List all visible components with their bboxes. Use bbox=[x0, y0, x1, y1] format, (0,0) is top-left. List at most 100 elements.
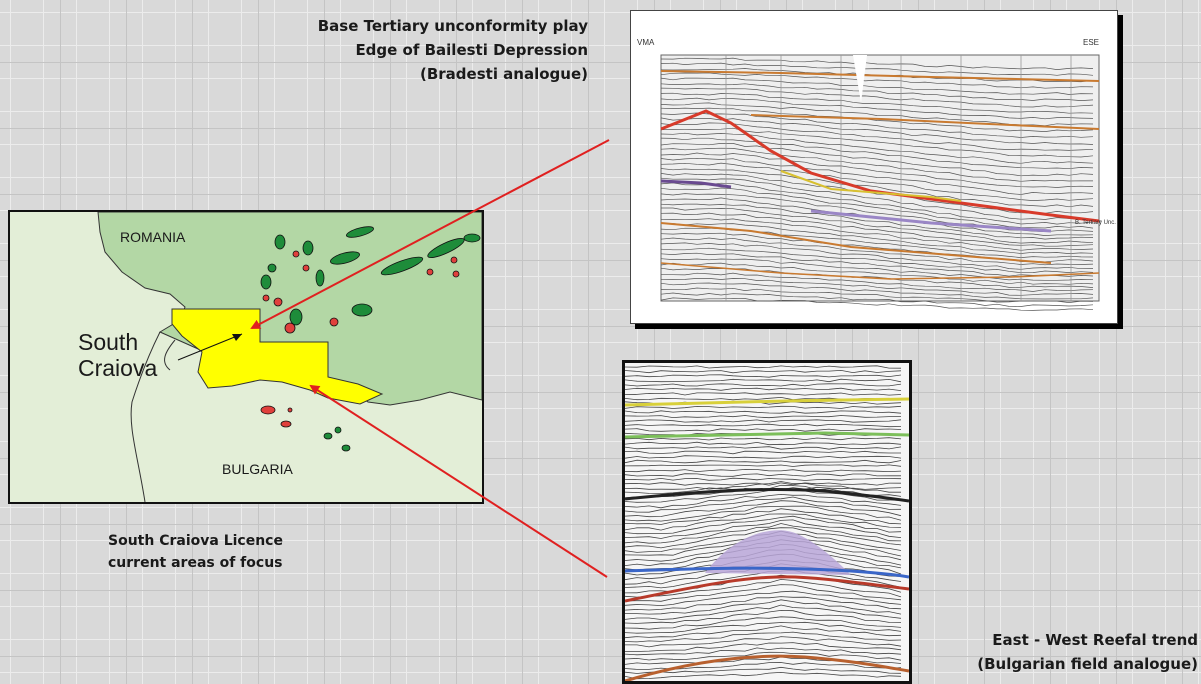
reflector-line bbox=[625, 508, 902, 525]
reflector-line bbox=[625, 378, 902, 383]
reflector-line bbox=[625, 596, 902, 611]
caption-base-tertiary: Base Tertiary unconformity play Edge of … bbox=[240, 14, 588, 86]
reflector-line bbox=[625, 505, 902, 522]
horizon-red bbox=[660, 109, 1100, 223]
seismic-label-right: ESE bbox=[1083, 38, 1099, 47]
gas-field bbox=[463, 233, 481, 243]
horizon-brown bbox=[625, 654, 909, 681]
seismic-section-base-tertiary: VMA ESE B. Tertiary Unc. bbox=[630, 10, 1118, 324]
caption-reefal-trend: East - West Reefal trend (Bulgarian fiel… bbox=[930, 628, 1198, 676]
gas-field bbox=[351, 303, 373, 317]
gas-field bbox=[274, 234, 286, 250]
reflector-line bbox=[625, 410, 902, 414]
oil-field bbox=[284, 322, 296, 334]
label-romania: ROMANIA bbox=[120, 229, 186, 245]
caption-line: South Craiova Licence bbox=[108, 533, 283, 549]
horizon-label: B. Tertiary Unc. bbox=[1075, 220, 1116, 226]
location-map: ROMANIA BULGARIA South Craiova bbox=[8, 210, 484, 504]
map-drawing: ROMANIA BULGARIA South Craiova bbox=[78, 212, 482, 502]
horizon-orange-4 bbox=[660, 262, 1100, 280]
reflector-line bbox=[625, 584, 902, 602]
reflector-line bbox=[625, 415, 901, 419]
reflector-line bbox=[625, 493, 902, 509]
caption-line: Edge of Bailesti Depression bbox=[355, 41, 588, 59]
caption-line: (Bradesti analogue) bbox=[420, 65, 588, 83]
reflector-line bbox=[660, 297, 1094, 311]
reflector-line bbox=[625, 419, 902, 423]
caption-line: East - West Reefal trend bbox=[992, 631, 1198, 649]
gas-field bbox=[334, 426, 342, 434]
gas-field bbox=[302, 240, 314, 256]
reflector-line bbox=[625, 642, 902, 652]
label-south-craiova-1: South bbox=[78, 329, 138, 355]
gas-field bbox=[289, 308, 303, 326]
reflector-line bbox=[625, 459, 902, 464]
seismic-label-left: VMA bbox=[637, 38, 655, 47]
reflector-line bbox=[625, 446, 902, 450]
horizon-purple bbox=[660, 179, 732, 189]
caption-line: (Bulgarian field analogue) bbox=[977, 655, 1198, 673]
label-bulgaria: BULGARIA bbox=[222, 461, 293, 477]
oil-field bbox=[426, 268, 434, 276]
horizon-black bbox=[625, 487, 909, 503]
horizon-blue bbox=[625, 566, 909, 579]
caption-line: current areas of focus bbox=[108, 555, 283, 571]
oil-field bbox=[287, 407, 293, 413]
seismic-bottom-drawing bbox=[625, 365, 909, 681]
gas-field bbox=[267, 263, 277, 273]
reflector-line bbox=[625, 625, 902, 639]
oil-field bbox=[292, 250, 300, 258]
border-line bbox=[164, 339, 176, 371]
horizon-yellow bbox=[625, 397, 909, 407]
reflector-line bbox=[625, 450, 901, 455]
oil-field bbox=[452, 270, 460, 278]
horizon-green bbox=[625, 431, 909, 439]
reflector-line bbox=[625, 392, 902, 396]
reef-mound bbox=[705, 530, 851, 575]
licence-pointer bbox=[177, 333, 243, 361]
caption-line: Base Tertiary unconformity play bbox=[317, 17, 588, 35]
reflector-line bbox=[625, 365, 902, 369]
reflector-line bbox=[625, 423, 902, 428]
seismic-section-reefal bbox=[622, 360, 912, 684]
reflector-line bbox=[660, 292, 1094, 307]
reflector-line bbox=[625, 527, 902, 549]
reflector-line bbox=[625, 500, 902, 518]
gas-field bbox=[260, 274, 272, 290]
horizon-yellow bbox=[780, 170, 962, 202]
reflector-line bbox=[625, 473, 901, 477]
caption-licence: South Craiova Licence current areas of f… bbox=[108, 530, 283, 574]
oil-field bbox=[302, 264, 310, 272]
reflector-line bbox=[625, 621, 902, 634]
reflector-line bbox=[625, 374, 902, 378]
reflector-line bbox=[625, 609, 902, 624]
pointer-arrowhead bbox=[232, 334, 242, 341]
reflector-line bbox=[625, 666, 902, 674]
reflector-line bbox=[625, 488, 902, 503]
gas-field bbox=[315, 269, 325, 287]
reflector-line bbox=[625, 441, 902, 446]
reflector-line bbox=[625, 477, 902, 481]
reflector-line bbox=[625, 604, 902, 620]
oil-field bbox=[262, 294, 270, 302]
reflector-line bbox=[625, 515, 902, 535]
reflector-line bbox=[625, 590, 902, 607]
oil-field bbox=[260, 405, 276, 415]
oil-field bbox=[329, 317, 339, 327]
label-south-craiova-2: Craiova bbox=[78, 355, 157, 381]
reflector-line bbox=[625, 383, 902, 387]
reflector-line bbox=[625, 647, 902, 656]
reflector-line bbox=[625, 631, 902, 643]
horizon-orange-1 bbox=[660, 70, 1100, 82]
reflector-line bbox=[625, 513, 902, 531]
reflector-line bbox=[625, 519, 902, 539]
reflector-line bbox=[625, 599, 902, 615]
reflector-line bbox=[625, 437, 902, 441]
oil-field bbox=[280, 420, 292, 428]
gas-field bbox=[323, 432, 333, 440]
seismic-reflectors bbox=[625, 365, 902, 680]
reflector-line bbox=[625, 616, 902, 630]
oil-field bbox=[450, 256, 458, 264]
reflector-line bbox=[625, 405, 902, 409]
horizon-red bbox=[625, 575, 909, 603]
